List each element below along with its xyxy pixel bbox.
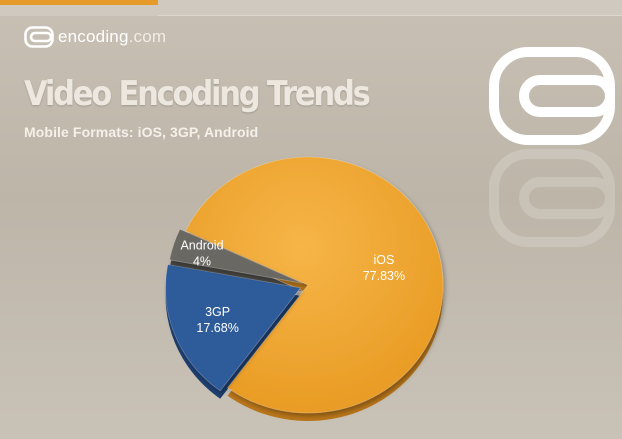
page-subtitle: Mobile Formats: iOS, 3GP, Android: [24, 124, 259, 140]
pie-slice-android: [169, 228, 303, 284]
slice-name-ios: iOS: [373, 253, 394, 267]
logo-brand: encoding: [58, 27, 129, 46]
slice-name-3gp: 3GP: [205, 305, 230, 319]
pie-slice-ios: [185, 156, 444, 414]
top-stripe: [0, 0, 622, 16]
large-logo-icon: [489, 47, 615, 145]
page-title: Video Encoding Trends: [24, 74, 371, 114]
pie-labels: iOS 77.83% 3GP 17.68% Android 4%: [180, 239, 405, 335]
logo-domain: .com: [128, 27, 167, 46]
pie-slices: [165, 156, 444, 414]
slice-value-android: 4%: [193, 255, 211, 269]
slice-value-3gp: 17.68%: [196, 321, 238, 335]
logo-text: encoding.com: [58, 27, 166, 47]
large-logo-reflection-icon: [489, 149, 615, 247]
encoding-logo-icon: [24, 26, 54, 48]
accent-bar: [0, 0, 158, 5]
pie-slice-3gp: [165, 264, 302, 392]
slice-value-ios: 77.83%: [363, 269, 405, 283]
logo: encoding.com: [24, 24, 166, 50]
slice-name-android: Android: [180, 239, 223, 253]
header-rule: [158, 15, 622, 16]
